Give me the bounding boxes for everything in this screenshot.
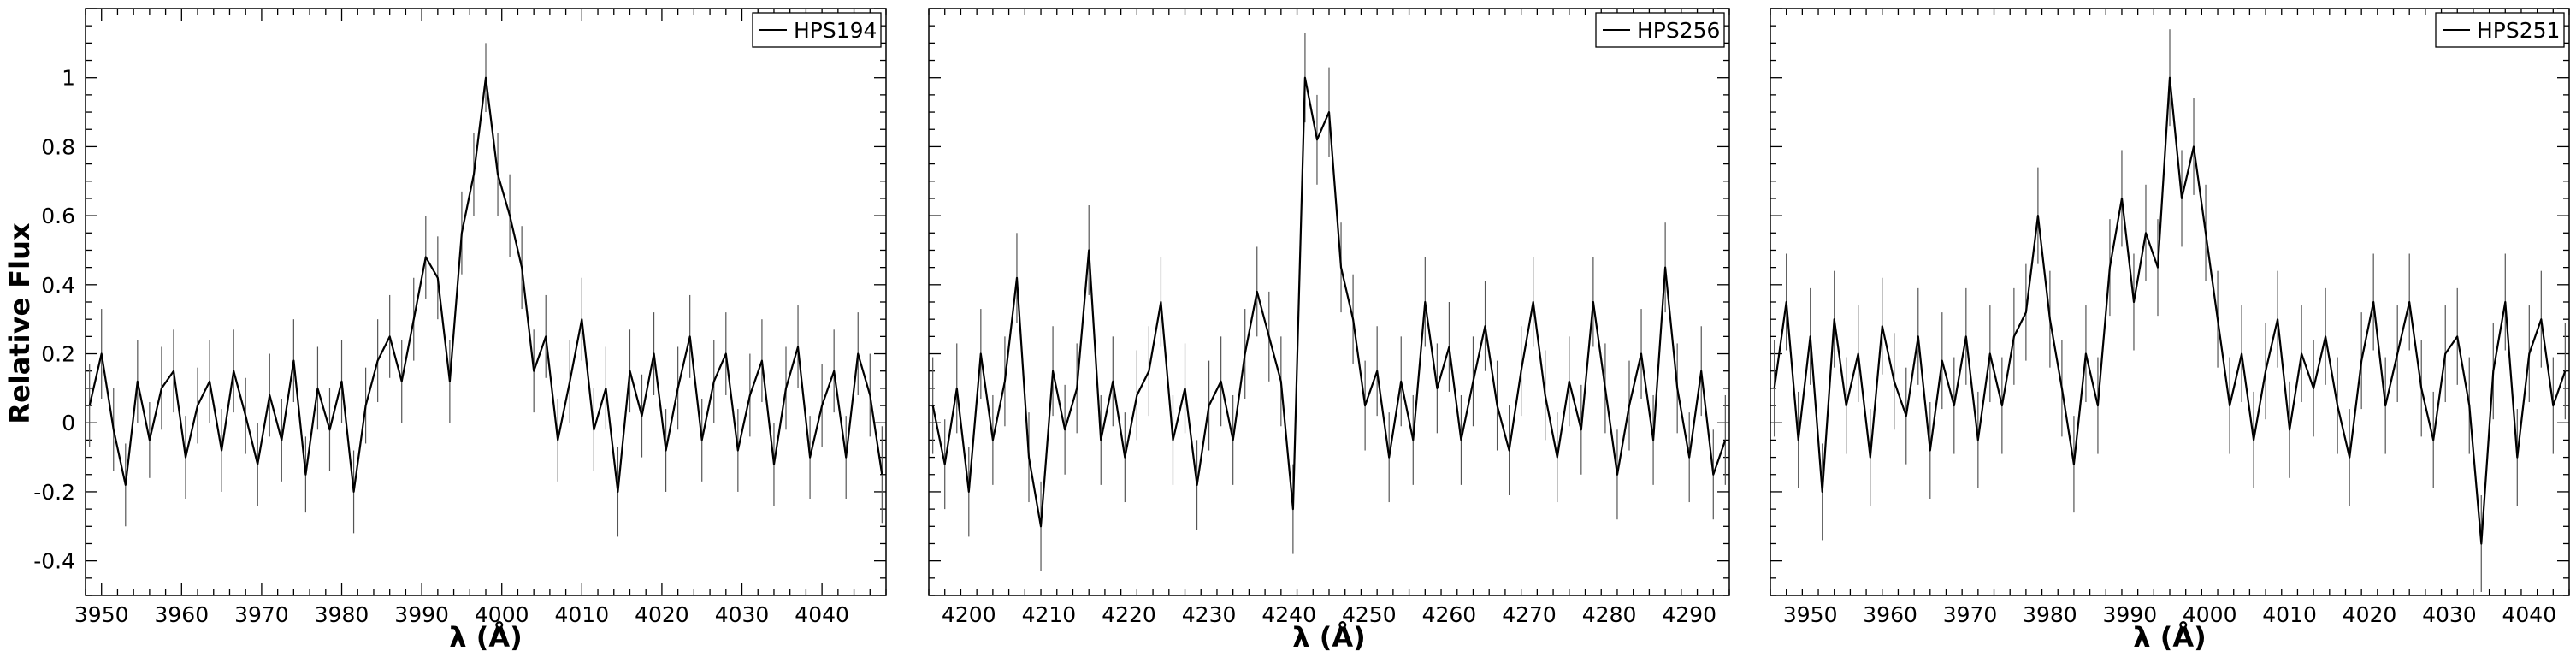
x-tick-label: 4290 bbox=[1662, 602, 1716, 627]
x-tick-label: 4030 bbox=[2422, 602, 2477, 627]
x-tick-label: 4010 bbox=[2262, 602, 2317, 627]
x-axis-title: λ (Å) bbox=[449, 621, 522, 654]
x-tick-label: 4220 bbox=[1102, 602, 1156, 627]
y-tick-label: 0.6 bbox=[41, 204, 75, 228]
x-axis-title: λ (Å) bbox=[2133, 621, 2206, 654]
x-tick-label: 4000 bbox=[2183, 602, 2237, 627]
x-tick-label: 4000 bbox=[475, 602, 529, 627]
x-tick-label: 3990 bbox=[2102, 602, 2157, 627]
y-tick-label: -0.4 bbox=[33, 549, 75, 574]
x-axis-title: λ (Å) bbox=[1292, 621, 1365, 654]
x-tick-label: 4200 bbox=[942, 602, 996, 627]
x-tick-label: 4040 bbox=[2502, 602, 2556, 627]
x-tick-label: 3990 bbox=[394, 602, 449, 627]
spectrum-line bbox=[88, 76, 883, 494]
x-tick-label: 4260 bbox=[1422, 602, 1477, 627]
spectrum-line bbox=[1773, 76, 2567, 545]
y-tick-label: 1 bbox=[62, 66, 75, 91]
legend-label: HPS251 bbox=[2477, 18, 2560, 43]
data-group bbox=[931, 33, 1727, 571]
x-tick-label: 3980 bbox=[315, 602, 369, 627]
x-tick-label: 4210 bbox=[1022, 602, 1077, 627]
panel-3: 3950 3960 3970 3980 3990 4000 4010 4020 4030 4040… bbox=[1770, 8, 2570, 654]
x-tick-label: 3960 bbox=[1863, 602, 1917, 627]
data-group bbox=[1773, 29, 2567, 592]
x-tick-label: 3960 bbox=[155, 602, 210, 627]
x-tick-label: 4270 bbox=[1502, 602, 1557, 627]
data-group bbox=[88, 43, 883, 537]
y-axis-title: Relative Flux bbox=[3, 222, 36, 423]
x-tick-label: 4020 bbox=[635, 602, 689, 627]
y-tick-label: 0 bbox=[62, 411, 75, 435]
y-tick-label: 0.2 bbox=[41, 342, 75, 367]
x-tick-label: 3950 bbox=[74, 602, 129, 627]
panels-group: 3950 3960 3970 3980 3990 4000 4010 4020 4030 4040… bbox=[33, 8, 2570, 654]
spectrum-line bbox=[931, 76, 1727, 528]
x-tick-label: 4240 bbox=[1261, 602, 1316, 627]
x-tick-label: 3970 bbox=[234, 602, 289, 627]
legend-label: HPS256 bbox=[1637, 18, 1720, 43]
panel-1: 3950 3960 3970 3980 3990 4000 4010 4020 4030 4040… bbox=[33, 8, 887, 654]
panel-2: 4200 4210 4220 4230 4240 4250 4260 4270 4280 4290… bbox=[928, 8, 1730, 654]
x-tick-label: 4230 bbox=[1182, 602, 1237, 627]
x-tick-label: 4010 bbox=[555, 602, 610, 627]
x-tick-label: 4280 bbox=[1582, 602, 1637, 627]
x-tick-label: 3980 bbox=[2023, 602, 2077, 627]
y-tick-label: 0.8 bbox=[41, 134, 75, 159]
x-tick-label: 4020 bbox=[2343, 602, 2397, 627]
x-tick-label: 3970 bbox=[1943, 602, 1998, 627]
legend-label: HPS194 bbox=[794, 18, 877, 43]
x-tick-label: 4040 bbox=[795, 602, 849, 627]
y-tick-label: 0.4 bbox=[41, 273, 75, 298]
y-tick-label: -0.2 bbox=[33, 480, 75, 505]
x-tick-label: 4250 bbox=[1342, 602, 1397, 627]
x-tick-label: 3950 bbox=[1783, 602, 1838, 627]
x-tick-label: 4030 bbox=[715, 602, 770, 627]
